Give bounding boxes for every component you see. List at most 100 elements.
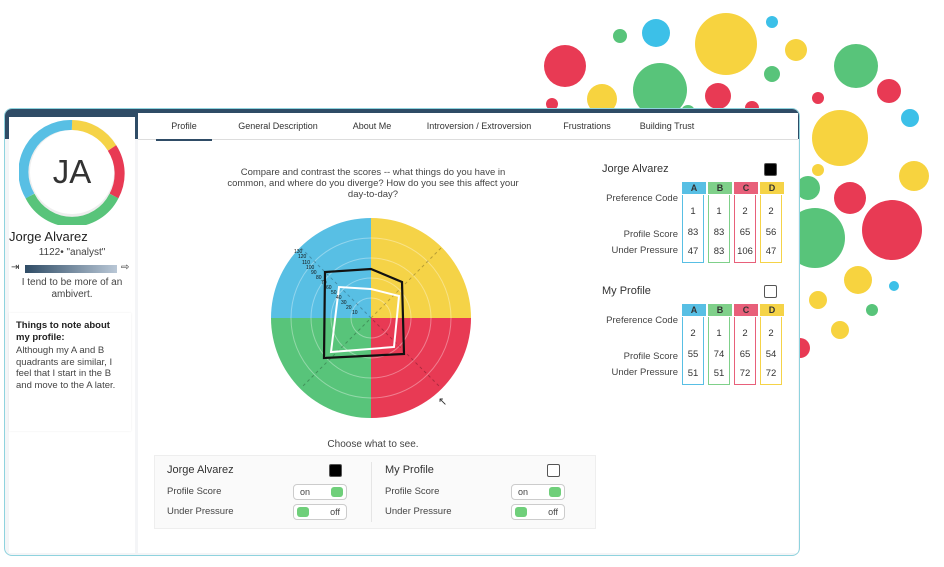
column-header: A — [682, 182, 706, 194]
score-table-name: My Profile — [602, 285, 651, 297]
toggle-state: off — [548, 507, 558, 517]
notes-title: Things to note about my profile: — [16, 320, 110, 343]
jorge-profile-shape — [322, 267, 406, 360]
profile-notes: Things to note about my profile: Althoug… — [9, 313, 131, 431]
score-cell: 51 — [713, 368, 725, 379]
mouse-cursor-icon: ↖ — [438, 396, 448, 408]
column-header: B — [708, 304, 732, 316]
avatar-initials: JA — [52, 153, 92, 190]
row-label: Preference Code — [606, 315, 678, 326]
svg-text:100: 100 — [306, 265, 315, 271]
quadrant-b — [271, 218, 371, 318]
score-cell: 47 — [687, 246, 699, 257]
score-cell: 47 — [765, 246, 777, 257]
column-header: B — [708, 182, 732, 194]
tab-introversion-extroversion[interactable]: Introversion / Extroversion — [426, 121, 532, 131]
row-label: Under Pressure — [611, 245, 678, 256]
score-cell: 2 — [742, 328, 748, 339]
my-profile-shape — [329, 285, 401, 354]
score-cell: 83 — [687, 227, 699, 238]
tab-frustrations[interactable]: Frustrations — [563, 121, 611, 131]
score-cell: 56 — [765, 227, 777, 238]
app-window: JA Jorge Alvarez 1122• "analyst" ⇥ ⇨ I t… — [4, 108, 800, 556]
extrovert-icon: ⇨ — [121, 262, 130, 273]
avatar-ring — [19, 119, 125, 225]
choose-label: Choose what to see. — [327, 439, 419, 450]
quadrant-a — [371, 218, 471, 318]
score-table-name: Jorge Alvarez — [602, 163, 669, 175]
tab-profile[interactable]: Profile — [156, 113, 212, 141]
my-profile-color-checkbox[interactable] — [547, 464, 560, 477]
user-name: Jorge Alvarez — [9, 229, 88, 244]
score-cell: 83 — [713, 227, 725, 238]
svg-text:130: 130 — [294, 249, 303, 255]
score-cell: 65 — [739, 349, 751, 360]
svg-text:80: 80 — [316, 275, 322, 281]
column-header: A — [682, 304, 706, 316]
jorge-checkbox[interactable] — [764, 163, 777, 176]
toggle-group-name: My Profile — [385, 464, 434, 476]
score-cell: 72 — [765, 368, 777, 379]
score-cell: 106 — [737, 246, 753, 257]
score-cell: 51 — [687, 368, 699, 379]
profile-score-label: Profile Score — [385, 486, 440, 497]
column-header: D — [760, 304, 784, 316]
profile-sidebar: JA Jorge Alvarez 1122• "analyst" ⇥ ⇨ I t… — [9, 117, 135, 553]
svg-text:90: 90 — [311, 270, 317, 276]
introvert-icon: ⇥ — [11, 262, 20, 273]
jorge-color-checkbox[interactable] — [329, 464, 342, 477]
notes-body: Although my A and B quadrants are simila… — [16, 345, 116, 391]
score-cell: 74 — [713, 349, 725, 360]
tab-general-description[interactable]: General Description — [238, 121, 318, 131]
user-type-tag: 1122• "analyst" — [38, 247, 106, 258]
main-panel: Profile General Description About Me Int… — [138, 113, 798, 553]
svg-text:110: 110 — [302, 260, 310, 266]
svg-text:70: 70 — [321, 280, 327, 286]
jorge-under-pressure-toggle[interactable]: off — [293, 504, 347, 520]
score-cell: 55 — [687, 349, 699, 360]
display-toggles: Jorge Alvarez Profile Score on Under Pre… — [154, 455, 596, 529]
svg-text:60: 60 — [326, 285, 332, 291]
row-label: Profile Score — [623, 229, 678, 240]
quadrant-d — [271, 318, 371, 418]
comparison-prompt: Compare and contrast the scores -- what … — [227, 167, 519, 200]
column-header: D — [760, 182, 784, 194]
jorge-profile-score-toggle[interactable]: on — [293, 484, 347, 500]
toggle-state: off — [330, 507, 340, 517]
toggle-state: on — [300, 487, 311, 497]
score-cell: 1 — [716, 206, 722, 217]
svg-text:10: 10 — [352, 310, 358, 316]
score-cell: 1 — [716, 328, 722, 339]
score-cell: 2 — [690, 328, 696, 339]
svg-text:20: 20 — [346, 305, 352, 311]
score-cell: 2 — [768, 206, 774, 217]
under-pressure-label: Under Pressure — [167, 506, 234, 517]
score-cell: 2 — [768, 328, 774, 339]
toggle-group-jorge: Jorge Alvarez Profile Score on Under Pre… — [155, 456, 365, 528]
score-cell: 1 — [690, 206, 696, 217]
row-label: Under Pressure — [611, 367, 678, 378]
score-cell: 54 — [765, 349, 777, 360]
tab-about-me[interactable]: About Me — [352, 121, 392, 131]
svg-text:50: 50 — [331, 290, 337, 296]
score-cell: 83 — [713, 246, 725, 257]
my-profile-score-toggle[interactable]: on — [511, 484, 565, 500]
under-pressure-label: Under Pressure — [385, 506, 452, 517]
svg-text:120: 120 — [298, 254, 307, 260]
column-header: C — [734, 304, 758, 316]
my-profile-checkbox[interactable] — [764, 285, 777, 298]
ambivert-text: I tend to be more of an ambivert. — [21, 277, 123, 300]
score-cell: 72 — [739, 368, 751, 379]
row-label: Profile Score — [623, 351, 678, 362]
intro-extro-slider[interactable]: ⇥ ⇨ — [11, 262, 133, 275]
profile-score-label: Profile Score — [167, 486, 222, 497]
quadrant-c — [371, 318, 471, 418]
score-cell: 2 — [742, 206, 748, 217]
row-label: Preference Code — [606, 193, 678, 204]
tab-building-trust[interactable]: Building Trust — [639, 121, 695, 131]
svg-text:40: 40 — [336, 295, 342, 301]
my-profile-under-pressure-toggle[interactable]: off — [511, 504, 565, 520]
toggle-group-name: Jorge Alvarez — [167, 464, 234, 476]
